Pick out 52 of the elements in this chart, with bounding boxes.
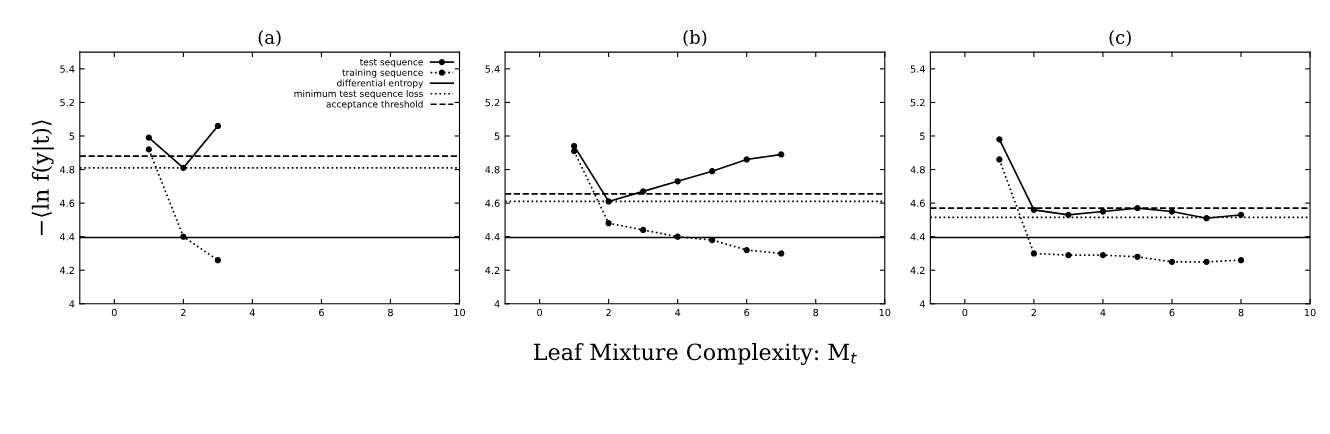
y-axis-title: −⟨ln f(y|t)⟩ — [31, 120, 54, 236]
x-tick-label: 4 — [249, 308, 255, 317]
chart-title: (b) — [683, 30, 707, 47]
y-tick-label: 4.8 — [910, 166, 925, 174]
y-tick-label: 4 — [494, 300, 500, 308]
legend-label: training sequence — [342, 68, 423, 78]
x-tick-label: 0 — [111, 308, 117, 317]
legend-label: differential entropy — [337, 79, 424, 89]
y-tick-label: 5.4 — [485, 65, 500, 73]
y-tick-label: 4.4 — [59, 233, 75, 241]
y-tick-label: 4.2 — [485, 266, 500, 274]
x-tick-label: 8 — [388, 308, 393, 317]
x-tick-label: 4 — [1100, 308, 1106, 317]
legend-label: acceptance threshold — [326, 100, 423, 110]
y-tick-label: 4.2 — [910, 266, 925, 274]
x-tick-label: 6 — [744, 308, 750, 317]
y-tick-label: 4 — [69, 300, 75, 308]
x-tick-label: 6 — [319, 308, 324, 317]
x-tick-label: 0 — [537, 308, 543, 317]
x-tick-label: 2 — [606, 308, 611, 317]
chart-title: (a) — [258, 30, 281, 47]
y-tick-label: 4.6 — [910, 199, 925, 207]
y-tick-label: 5 — [920, 132, 925, 140]
x-tick-label: 4 — [675, 308, 681, 317]
x-tick-label: 2 — [180, 308, 186, 317]
y-tick-label: 4.2 — [59, 266, 74, 274]
chart-title: (c) — [1109, 30, 1131, 47]
y-tick-label: 5 — [69, 132, 75, 140]
y-tick-label: 4.4 — [485, 233, 500, 241]
y-tick-label: 5 — [494, 132, 500, 140]
x-tick-label: 8 — [813, 308, 819, 317]
y-tick-label: 4.8 — [485, 166, 500, 174]
x-tick-label: 10 — [1304, 308, 1316, 317]
y-tick-label: 5.2 — [485, 98, 500, 107]
x-tick-label: 8 — [1238, 308, 1244, 317]
y-tick-label: 4.4 — [910, 233, 925, 241]
y-tick-label: 4.6 — [485, 199, 500, 207]
y-tick-label: 5.4 — [60, 65, 75, 73]
x-tick-label: 2 — [1031, 308, 1037, 317]
y-tick-label: 4 — [919, 300, 925, 308]
x-tick-label: 0 — [962, 308, 968, 317]
y-tick-label: 5.2 — [60, 98, 74, 107]
y-tick-label: 5.4 — [910, 65, 925, 73]
y-tick-label: 4.8 — [59, 166, 75, 174]
x-tick-label: 6 — [1169, 308, 1175, 317]
legend-label: minimum test sequence loss — [294, 90, 423, 99]
x-tick-label: 10 — [454, 308, 466, 317]
y-tick-label: 4.6 — [59, 199, 75, 207]
x-tick-label: 10 — [879, 308, 891, 317]
legend-label: test sequence — [359, 58, 423, 68]
x-axis-title: Leaf Mixture Complexity: M$_{t}$ — [534, 343, 857, 365]
y-tick-label: 5.2 — [910, 98, 925, 107]
